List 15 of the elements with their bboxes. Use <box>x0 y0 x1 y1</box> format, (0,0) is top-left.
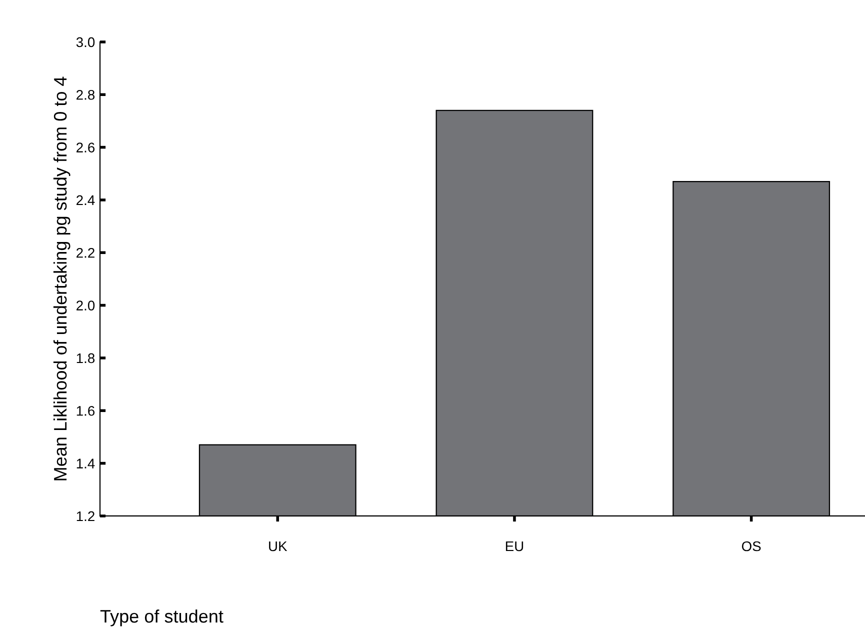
y-tick-label: 1.2 <box>76 511 94 521</box>
x-tick-label: OS <box>742 541 761 552</box>
y-tick-label: 2.2 <box>76 248 94 258</box>
y-tick-label: 2.8 <box>76 90 95 100</box>
x-tick-label: EU <box>506 541 524 552</box>
y-tick-label: 1.8 <box>76 353 95 364</box>
y-tick-label: 2.4 <box>76 195 95 205</box>
y-tick-label: 1.4 <box>76 458 95 468</box>
x-axis-title: Type of student <box>100 609 224 626</box>
y-tick-label: 2.0 <box>76 300 95 310</box>
x-tick-label: UK <box>269 541 288 552</box>
y-tick-label: 2.6 <box>76 142 95 152</box>
y-tick-label: 3.0 <box>76 37 95 48</box>
y-axis-title: Mean Liklihood of undertaking pg study from 0 to 4 <box>53 76 70 480</box>
y-tick-label: 1.6 <box>76 406 95 416</box>
